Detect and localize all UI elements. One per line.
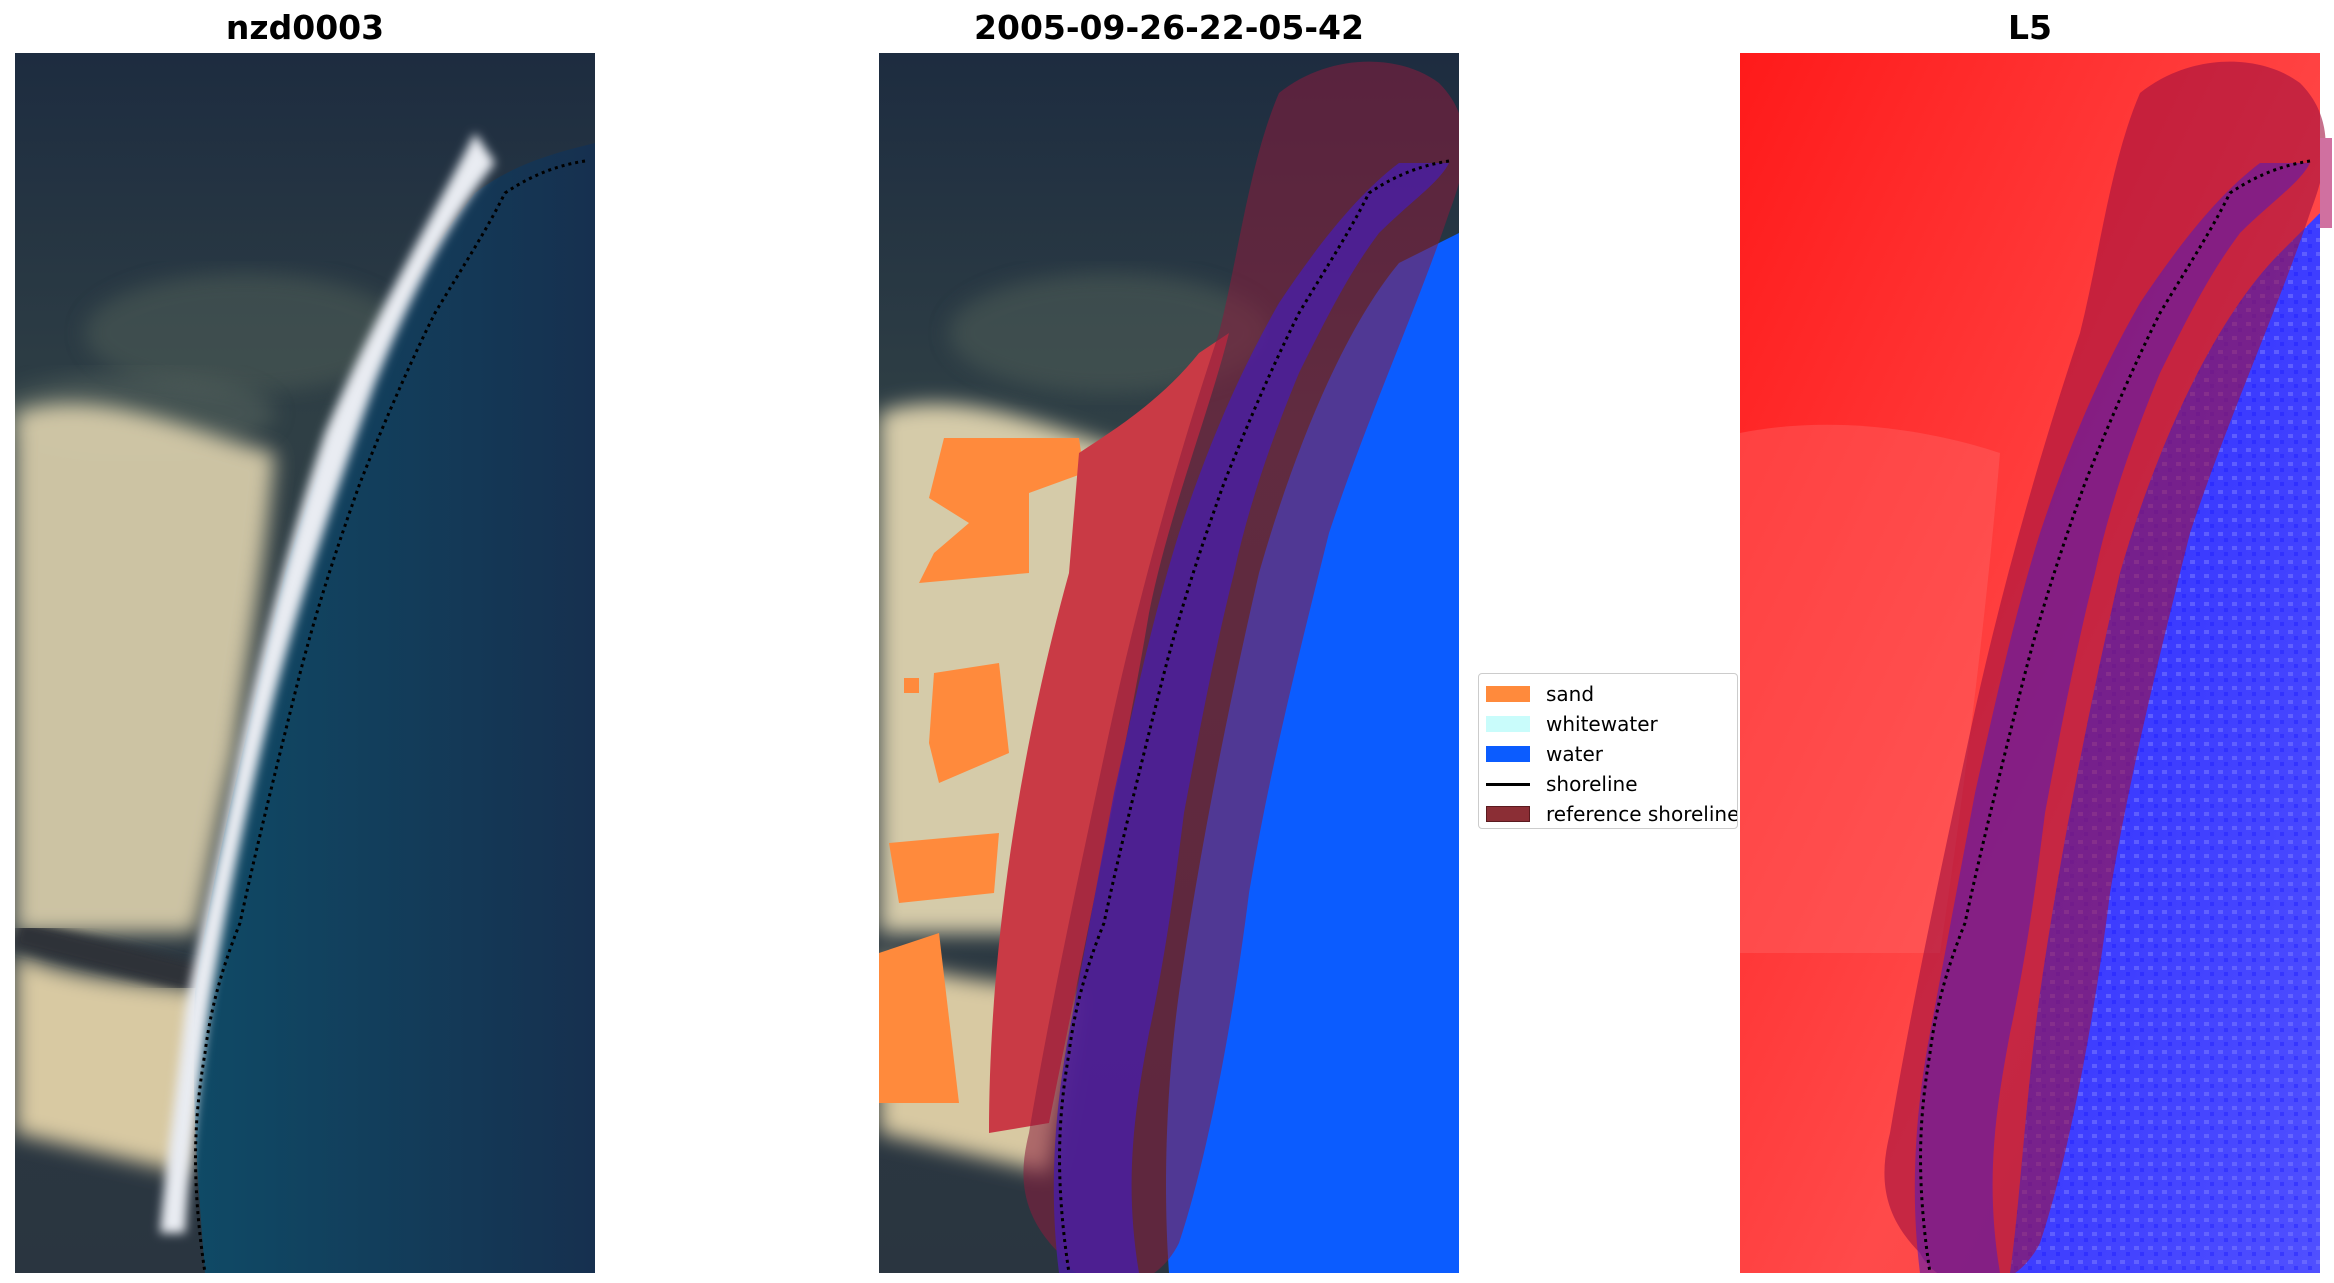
legend-item-water: water bbox=[1479, 739, 1603, 769]
index-panel bbox=[1740, 53, 2334, 1273]
water-swatch bbox=[1486, 746, 1530, 762]
panel-title-rgb: nzd0003 bbox=[225, 8, 385, 47]
panel-title-index: L5 bbox=[2008, 8, 2052, 47]
sand-swatch bbox=[1486, 686, 1530, 702]
legend-label-reference-shoreline: reference shoreline bbox=[1546, 802, 1738, 826]
index-image bbox=[1740, 53, 2332, 1273]
shoreline-line-swatch bbox=[1486, 782, 1530, 786]
legend-item-reference-shoreline: reference shoreline bbox=[1479, 799, 1738, 828]
reference-shoreline-swatch bbox=[1486, 806, 1530, 822]
classification-image bbox=[879, 53, 1459, 1273]
rgb-satellite-image bbox=[15, 53, 595, 1273]
legend: sand whitewater water shoreline referenc… bbox=[1478, 673, 1738, 829]
legend-item-shoreline: shoreline bbox=[1479, 769, 1638, 799]
rgb-image-panel bbox=[15, 53, 595, 1273]
classification-panel bbox=[879, 53, 1459, 1273]
panel-title-classification: 2005-09-26-22-05-42 bbox=[974, 8, 1364, 47]
legend-item-sand: sand bbox=[1479, 679, 1594, 709]
legend-item-whitewater: whitewater bbox=[1479, 709, 1658, 739]
whitewater-swatch bbox=[1486, 716, 1530, 732]
legend-label-sand: sand bbox=[1546, 682, 1595, 706]
legend-label-whitewater: whitewater bbox=[1546, 712, 1658, 736]
legend-label-shoreline: shoreline bbox=[1546, 772, 1638, 796]
legend-label-water: water bbox=[1546, 742, 1603, 766]
